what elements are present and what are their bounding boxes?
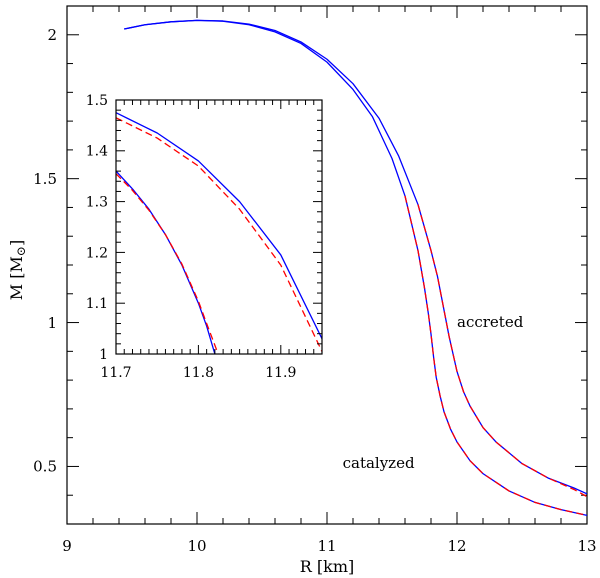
accreted-solid-curve <box>116 112 322 340</box>
y-axis-label-sun-symbol: ⊙ <box>14 246 28 256</box>
x-tick-label: 9 <box>62 537 72 555</box>
accreted-dashed-curve <box>417 204 587 498</box>
main-plot: 9 10 11 12 13 0.5 1 1.5 2 accreted catalyzed <box>33 5 597 555</box>
y-tick-label: 1 <box>99 347 108 363</box>
inset-plot: 11.7 11.8 11.9 1 1.1 1.2 1.3 1.4 1.5 <box>86 93 323 381</box>
main-series-lines <box>124 19 587 517</box>
accreted-dashed-curve <box>116 117 322 352</box>
accreted-annotation: accreted <box>457 313 524 331</box>
y-axis-label: M [M⊙] <box>7 240 28 300</box>
catalyzed-annotation: catalyzed <box>343 454 415 472</box>
y-axis-label-main: M [M <box>7 256 26 300</box>
y-tick-label: 1.5 <box>33 170 57 188</box>
y-tick-label: 1.2 <box>86 245 108 261</box>
x-tick-label: 11.7 <box>100 365 131 381</box>
y-axis-label-close: ] <box>7 240 26 246</box>
catalyzed-dashed-curve <box>116 173 219 354</box>
x-tick-label: 11 <box>317 537 336 555</box>
main-tick-labels: 9 10 11 12 13 0.5 1 1.5 2 <box>33 26 596 555</box>
main-axis-ticks <box>66 5 588 525</box>
y-tick-label: 0.5 <box>33 458 57 476</box>
catalyzed-solid-curve <box>116 170 216 354</box>
y-tick-label: 1.3 <box>86 195 108 211</box>
x-tick-label: 10 <box>187 537 206 555</box>
inset-background <box>116 100 322 354</box>
x-tick-label: 13 <box>577 537 596 555</box>
x-tick-label: 12 <box>447 537 466 555</box>
y-tick-label: 1.4 <box>86 144 108 160</box>
y-tick-label: 1.5 <box>86 93 108 109</box>
y-tick-label: 1 <box>47 314 57 332</box>
main-annotations: accreted catalyzed <box>343 313 524 472</box>
inset-series-lines <box>116 112 322 354</box>
x-axis-label: R [km] <box>300 557 354 576</box>
inset-tick-labels: 11.7 11.8 11.9 1 1.1 1.2 1.3 1.4 1.5 <box>86 93 297 381</box>
catalyzed-dashed-curve <box>404 195 587 517</box>
inset-axis-ticks <box>115 99 323 355</box>
x-tick-label: 11.8 <box>183 365 214 381</box>
inset-plot-frame <box>115 99 323 355</box>
x-tick-label: 11.9 <box>265 365 296 381</box>
y-tick-label: 1.1 <box>86 296 108 312</box>
y-tick-label: 2 <box>47 26 57 44</box>
